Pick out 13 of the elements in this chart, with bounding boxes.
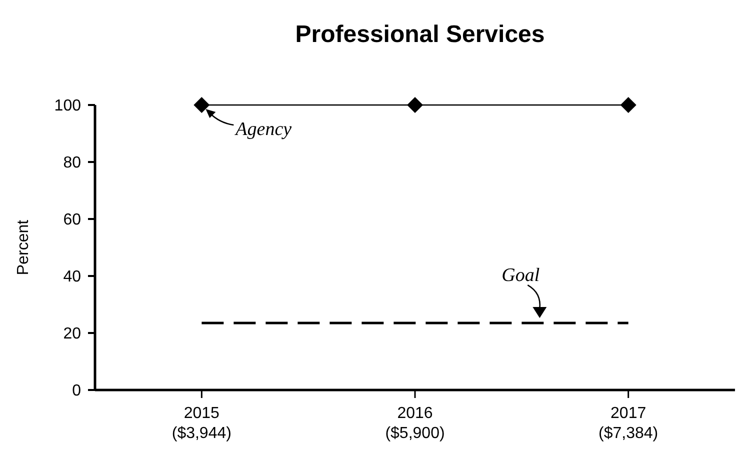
y-tick-label: 100: [54, 98, 82, 115]
series-label: Goal: [502, 265, 540, 286]
x-tick-label: 2015 ($3,944): [172, 405, 232, 442]
legend-label: Agency: [234, 119, 292, 140]
y-tick-label: 40: [63, 268, 82, 286]
y-tick-label: 20: [63, 326, 82, 343]
y-tick-label: 60: [63, 212, 82, 229]
y-tick-label: 80: [63, 154, 82, 172]
y-tick-label: 0: [72, 382, 82, 400]
y-axis-title: Percent: [15, 219, 32, 276]
x-tick-label: 2017 ($7,384): [598, 405, 658, 442]
chart-title: Professional Services: [295, 21, 545, 48]
x-tick-label: 2016 ($5,900): [385, 405, 445, 442]
